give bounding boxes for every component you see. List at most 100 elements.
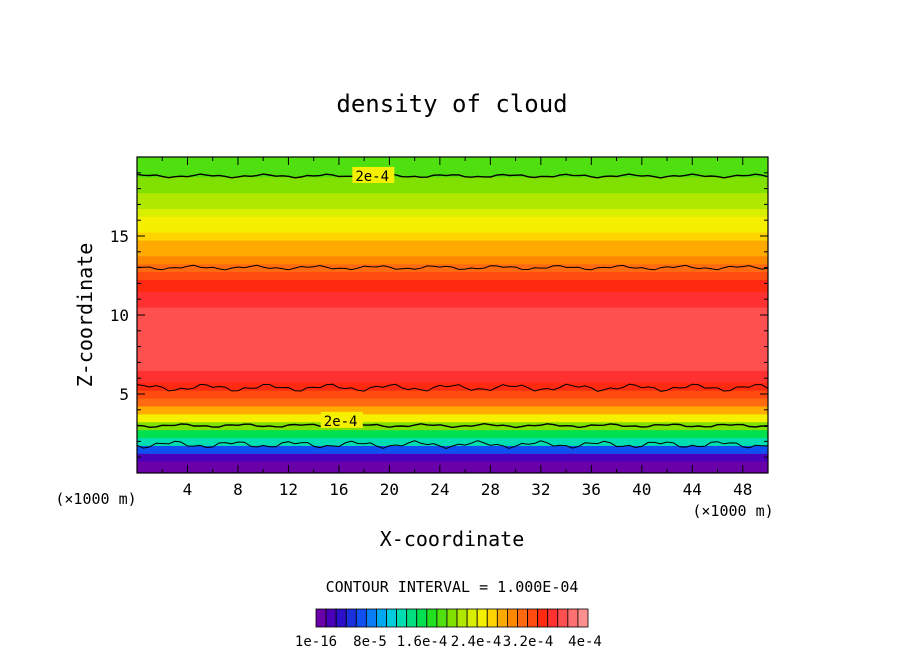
contour-lines (137, 173, 768, 450)
contour-line (137, 422, 768, 429)
contour-band (137, 184, 768, 194)
x-tick-label: 24 (430, 480, 449, 499)
colorbar-swatch (557, 608, 569, 628)
contour-band (137, 271, 768, 281)
colorbar-swatch (547, 608, 559, 628)
x-tick-label: 16 (329, 480, 348, 499)
colorbar-swatch (345, 608, 357, 628)
colorbar-label: 2.4e-4 (451, 634, 502, 650)
contour-interval-text: CONTOUR INTERVAL = 1.000E-04 (326, 578, 579, 596)
contour-band (137, 354, 768, 371)
y-tick-label: 10 (110, 306, 129, 325)
contour-band (137, 255, 768, 265)
contour-label-bg (352, 166, 395, 183)
contour-band (137, 429, 768, 439)
colorbar-swatch (456, 608, 468, 628)
colorbar-swatch (386, 608, 397, 628)
contour-labels: 2e-4 2e-4 (320, 166, 395, 430)
contour-band (137, 247, 768, 257)
colorbar-swatch (496, 608, 508, 628)
x-axis-ticks: 4 8 12 16 20 24 28 32 36 40 44 48 (161, 157, 752, 499)
contour-band (137, 224, 768, 233)
contour-band (137, 176, 768, 186)
contour-band (137, 157, 768, 162)
contour-band (137, 192, 768, 202)
colorbar-swatch (436, 608, 448, 628)
x-tick-label: 36 (582, 480, 601, 499)
contour-band (137, 263, 768, 273)
colorbar-swatch (476, 608, 488, 628)
contour-band (137, 160, 768, 170)
colorbar-swatch (426, 608, 438, 628)
plot-area (137, 157, 768, 473)
contour-band (137, 291, 768, 308)
contour-band (137, 322, 768, 340)
x-axis-unit: (×1000 m) (692, 502, 773, 520)
contour-band (137, 421, 768, 431)
colorbar-swatch (577, 608, 589, 628)
contour-band (137, 405, 768, 415)
colorbar-swatch (335, 608, 347, 628)
contour-line (137, 383, 768, 392)
contour-band (137, 413, 768, 423)
y-axis-ticks: 5 10 15 (110, 172, 768, 458)
colorbar-swatch (315, 608, 327, 628)
contour-label: 2e-4 (324, 414, 358, 430)
x-tick-label: 44 (683, 480, 702, 499)
colorbar-label: 1e-16 (295, 634, 337, 650)
colorbar-swatch (466, 608, 478, 628)
contour-band (137, 168, 768, 178)
contour-band (137, 338, 768, 356)
x-tick-label: 40 (632, 480, 651, 499)
colorbar-swatch (446, 608, 458, 628)
colorbar-swatch (416, 608, 428, 628)
contour-line (137, 173, 768, 179)
contour-band (137, 461, 768, 473)
contour-band (137, 397, 768, 407)
x-tick-label: 48 (733, 480, 752, 499)
contour-band (137, 453, 768, 462)
contour-line (137, 264, 768, 271)
x-tick-label: 4 (183, 480, 193, 499)
contour-band (137, 200, 768, 209)
contour-bands (137, 157, 768, 473)
contour-band (137, 208, 768, 217)
contour-line (137, 440, 768, 450)
y-tick-label: 5 (119, 385, 129, 404)
colorbar-swatch (537, 608, 549, 628)
contour-band (137, 279, 768, 292)
x-tick-label: 8 (233, 480, 243, 499)
contour-label: 2e-4 (355, 169, 389, 185)
contour-label-bg (320, 411, 363, 428)
colorbar-label: 3.2e-4 (503, 634, 554, 650)
colorbar-swatch (486, 608, 498, 628)
x-tick-label: 12 (279, 480, 298, 499)
y-tick-label: 15 (110, 227, 129, 246)
colorbar-swatch (517, 608, 528, 628)
colorbar-swatch (406, 608, 418, 628)
colorbar-swatch (325, 608, 337, 628)
colorbar-label: 8e-5 (353, 634, 387, 650)
contour-band (137, 239, 768, 249)
colorbar-swatch (567, 608, 579, 628)
colorbar-label: 1.6e-4 (397, 634, 448, 650)
contour-band (137, 445, 768, 454)
contour-band (137, 216, 768, 225)
colorbar (315, 608, 589, 628)
x-tick-label: 32 (531, 480, 550, 499)
x-axis-label: X-coordinate (380, 527, 525, 551)
colorbar-swatch (527, 608, 539, 628)
contour-band (137, 370, 768, 383)
contour-band (137, 390, 768, 399)
colorbar-swatch (396, 608, 408, 628)
x-tick-label: 28 (481, 480, 500, 499)
x-tick-label: 20 (380, 480, 399, 499)
contour-band (137, 307, 768, 324)
colorbar-swatch (365, 608, 377, 628)
chart-title: density of cloud (336, 90, 567, 118)
colorbar-swatch (355, 608, 367, 628)
y-axis-label: Z-coordinate (73, 243, 97, 388)
colorbar-label: 4e-4 (568, 634, 602, 650)
contour-band (137, 232, 768, 241)
